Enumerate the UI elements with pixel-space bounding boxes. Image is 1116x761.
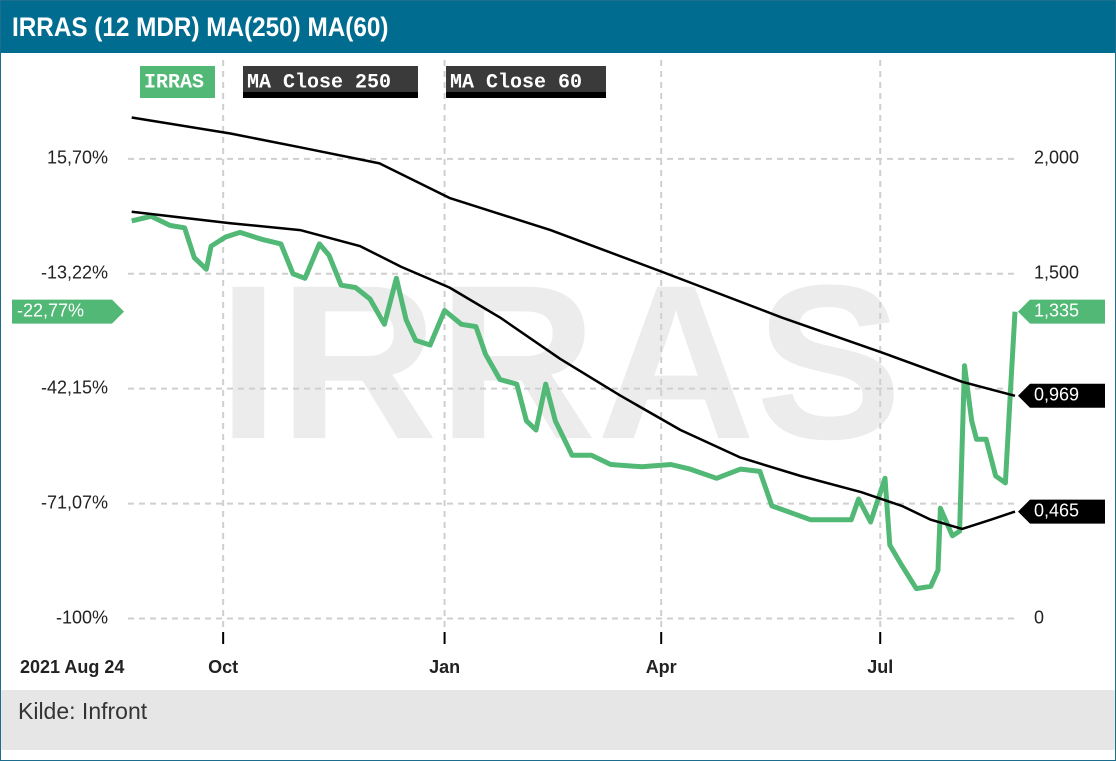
end-label: 1,335 <box>1034 300 1079 320</box>
legend-label: IRRAS <box>144 71 204 94</box>
line <box>131 116 1016 398</box>
y-tick-label: -42,15% <box>41 377 108 397</box>
y-tick-label: -13,22% <box>41 262 108 282</box>
x-tick-label: Apr <box>646 657 677 677</box>
line <box>131 213 1018 592</box>
end-label: 0,465 <box>1034 500 1079 520</box>
end-tag <box>1018 383 1105 408</box>
x-tick-label: Jul <box>867 657 893 677</box>
y2-tick-label: 0 <box>1034 607 1044 627</box>
end-tag <box>1018 299 1105 324</box>
header <box>1 1 1115 53</box>
legend-swatch-base <box>140 92 215 98</box>
legend-item: IRRAS <box>140 66 215 98</box>
end-label: -22,77% <box>17 300 84 320</box>
legend-label: MA Close 250 <box>247 71 391 94</box>
legend-item: MA Close 60 <box>446 66 606 98</box>
x-tick-label: 2021 Aug 24 <box>20 657 124 677</box>
source: Kilde: Infront <box>18 698 148 724</box>
x-tick-label: Jan <box>429 657 460 677</box>
end-label: 0,969 <box>1034 385 1079 405</box>
legend-swatch-base <box>243 92 418 98</box>
chart-title: IRRAS (12 MDR) MA(250) MA(60) <box>12 13 388 42</box>
line <box>131 210 1016 531</box>
end-tag <box>1018 499 1105 524</box>
x-tick-label: Oct <box>208 657 238 677</box>
y-tick-label: 15,70% <box>47 148 108 168</box>
y2-tick-label: 2,000 <box>1034 148 1079 168</box>
y-tick-label: -100% <box>56 607 108 627</box>
end-tag <box>12 299 124 324</box>
legend-item: MA Close 250 <box>243 66 418 98</box>
legend-label: MA Close 60 <box>450 71 582 94</box>
footer <box>1 690 1115 750</box>
watermark: IRRAS <box>218 239 903 485</box>
y-tick-label: -71,07% <box>41 492 108 512</box>
y2-tick-label: 1,500 <box>1034 263 1079 283</box>
legend-swatch-base <box>446 92 606 98</box>
